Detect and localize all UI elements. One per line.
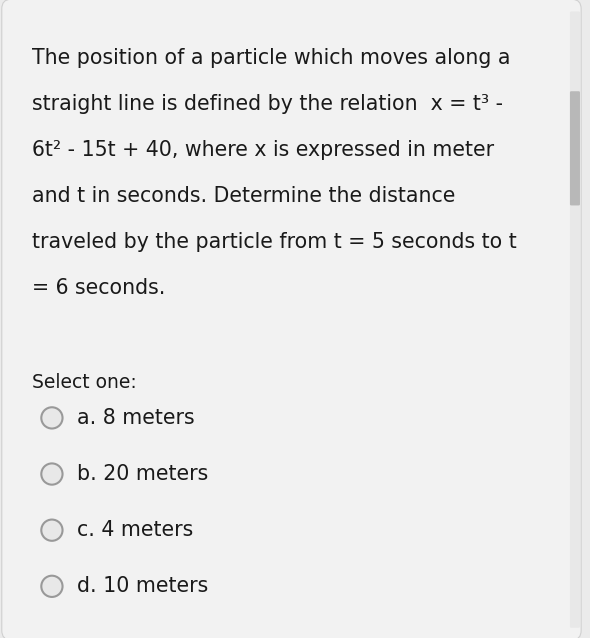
FancyBboxPatch shape (570, 11, 580, 628)
Text: The position of a particle which moves along a: The position of a particle which moves a… (32, 48, 511, 68)
Text: b. 20 meters: b. 20 meters (77, 464, 208, 484)
Text: and t in seconds. Determine the distance: and t in seconds. Determine the distance (32, 186, 456, 205)
Text: a. 8 meters: a. 8 meters (77, 408, 194, 428)
Text: c. 4 meters: c. 4 meters (77, 520, 193, 540)
Ellipse shape (41, 463, 63, 485)
Ellipse shape (41, 575, 63, 597)
Text: traveled by the particle from t = 5 seconds to t: traveled by the particle from t = 5 seco… (32, 232, 517, 251)
Text: = 6 seconds.: = 6 seconds. (32, 278, 166, 297)
Text: d. 10 meters: d. 10 meters (77, 576, 208, 597)
FancyBboxPatch shape (570, 91, 580, 205)
Ellipse shape (41, 407, 63, 429)
Text: straight line is defined by the relation  x = t³ -: straight line is defined by the relation… (32, 94, 503, 114)
Text: 6t² - 15t + 40, where x is expressed in meter: 6t² - 15t + 40, where x is expressed in … (32, 140, 494, 160)
Text: Select one:: Select one: (32, 373, 137, 392)
Ellipse shape (41, 519, 63, 541)
